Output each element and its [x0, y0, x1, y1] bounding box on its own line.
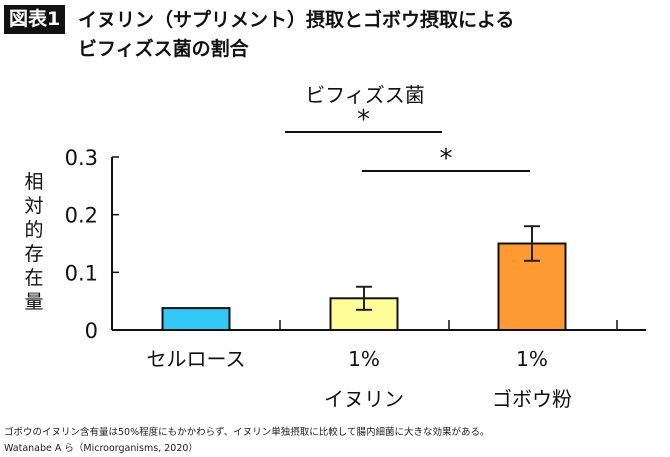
significance-label: *	[440, 144, 453, 174]
source: Watanabe A ら（Microorganisms, 2020）	[4, 443, 198, 454]
footnote: ゴボウのイヌリン含有量は50%程度にもかかわらず、イヌリン単独摂取に比較して腸内…	[4, 427, 490, 438]
y-axis-label-char: 在	[24, 267, 43, 289]
x-tick-label: セルロース	[147, 347, 246, 371]
chart-subtitle: ビフィズス菌	[305, 83, 425, 107]
y-axis-label-char: 量	[24, 291, 43, 313]
y-tick-label: 0.3	[65, 146, 98, 170]
title-line-1: イヌリン（サプリメント）摂取とゴボウ摂取による	[78, 9, 515, 31]
x-tick-label: イヌリン	[324, 387, 404, 411]
y-tick-label: 0	[85, 319, 98, 343]
figure-badge: 図表1	[4, 5, 66, 34]
y-tick-label: 0.1	[65, 261, 98, 285]
y-axis-label-char: 対	[24, 195, 43, 217]
title-line-2: ビフィズス菌の割合	[78, 38, 249, 60]
x-tick-label: ゴボウ粉	[492, 387, 572, 411]
y-axis-label-char: 的	[24, 219, 43, 241]
x-tick-label: 1%	[516, 347, 548, 371]
y-axis-label-char: 存	[24, 243, 43, 265]
x-tick-label: 1%	[348, 347, 380, 371]
y-tick-label: 0.2	[65, 204, 98, 228]
significance-label: *	[357, 105, 370, 135]
y-axis-label-char: 相	[24, 171, 43, 193]
bar	[161, 307, 231, 332]
